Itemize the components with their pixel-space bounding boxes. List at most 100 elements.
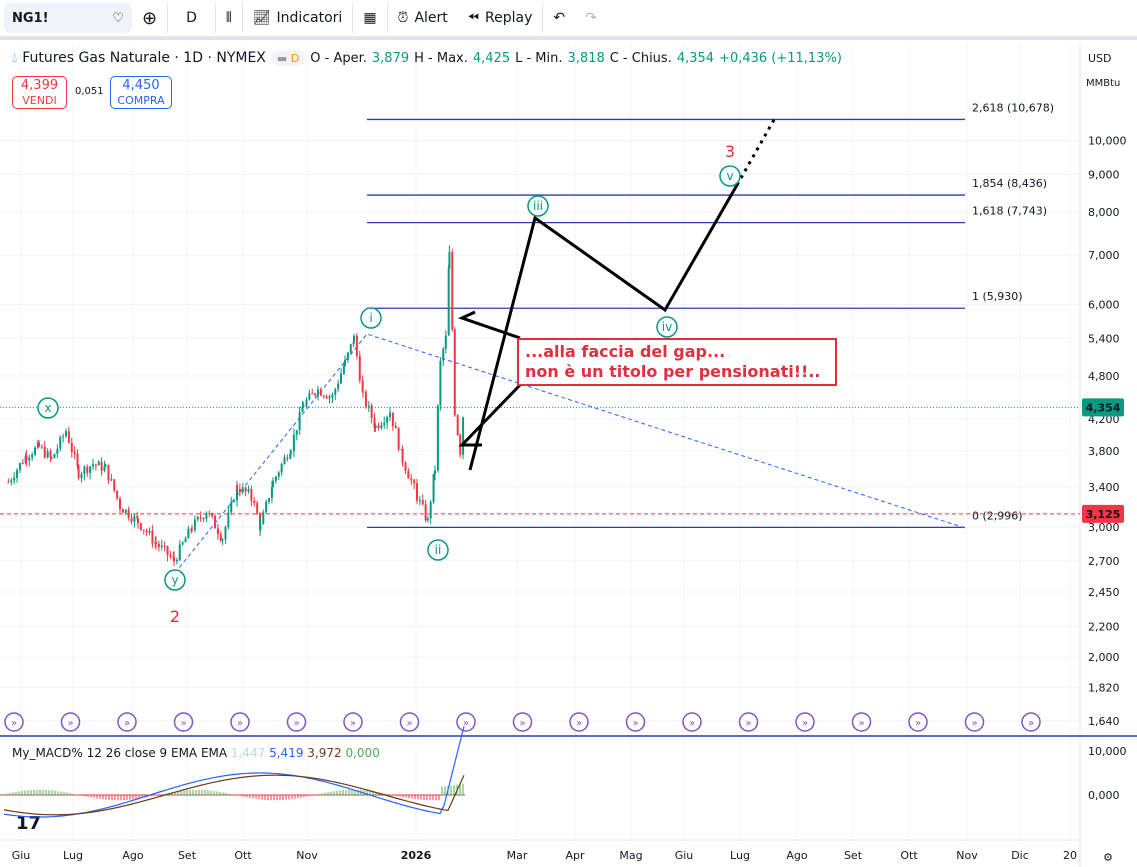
undo-button[interactable]: ↶: [543, 3, 575, 33]
time-tick: 2026: [401, 849, 432, 862]
price-axis-badge: [1082, 504, 1124, 523]
candle-body: [169, 555, 172, 557]
dividend-event-icon: [117, 712, 137, 732]
candle-body: [397, 428, 400, 450]
event-arrow-icon: »: [745, 718, 751, 729]
alert-button[interactable]: ⏰︎ Alert: [388, 3, 458, 33]
macd-line-value: 5,419: [269, 746, 304, 760]
event-arrow-icon: »: [350, 718, 356, 729]
candle-body: [224, 527, 227, 540]
event-arrow-icon: »: [689, 718, 695, 729]
candle-body: [268, 498, 271, 502]
candle-body: [208, 513, 211, 515]
candle-body: [442, 348, 445, 361]
replay-icon: ⏪︎: [467, 10, 479, 26]
event-arrow-icon: »: [802, 718, 808, 729]
candle-body: [370, 405, 373, 418]
redo-button[interactable]: ↷: [575, 3, 607, 33]
add-symbol-button[interactable]: ⊕: [132, 3, 169, 33]
price-axis-badge-text: 4,354: [1086, 401, 1121, 414]
candle-body: [40, 446, 43, 448]
symbol-title: Futures Gas Naturale · 1D · NYMEX: [22, 50, 266, 66]
candle-body: [103, 466, 106, 471]
dividend-event-icon: [569, 712, 589, 732]
candle-body: [250, 498, 253, 501]
alarm-icon: ⏰︎: [397, 10, 409, 26]
replay-button[interactable]: ⏪︎ Replay: [458, 3, 544, 33]
price-tick: 7,000: [1088, 249, 1120, 262]
candle-body: [444, 335, 447, 349]
legend-header: 💧︎ Futures Gas Naturale · 1D · NYMEX ▬ D…: [12, 50, 842, 66]
interval-text: D: [186, 10, 197, 26]
candle-body: [62, 436, 65, 438]
open-label: O - Aper.: [310, 50, 367, 66]
wave-label-iv: iv: [662, 320, 672, 334]
low-value: 3,818: [567, 50, 605, 66]
price-tick: 2,000: [1088, 651, 1120, 664]
candle-body: [302, 406, 305, 408]
indicators-button[interactable]: 📈︎ Indicatori: [243, 3, 354, 33]
currency-selector[interactable]: USD: [1088, 52, 1112, 65]
indicators-icon: 📈︎: [252, 10, 271, 26]
flag-icon: ♡: [112, 10, 124, 26]
candle-body: [358, 355, 361, 381]
candle-body: [355, 335, 358, 356]
candle-body: [451, 251, 454, 330]
buy-button[interactable]: 4,450 COMPRA: [110, 76, 172, 109]
candle-body: [344, 359, 346, 366]
price-tick: 5,400: [1088, 332, 1120, 345]
candle-body: [214, 515, 217, 529]
layouts-button[interactable]: ▦: [353, 3, 388, 33]
symbol-search[interactable]: NG1! ♡: [4, 3, 132, 33]
candle-body: [205, 513, 208, 515]
indicators-label: Indicatori: [276, 10, 343, 26]
candle-body: [236, 484, 238, 501]
time-tick: Lug: [730, 849, 750, 862]
fib-level-label: 0 (2,996): [972, 509, 1023, 522]
chart-type-button[interactable]: ⫴: [216, 3, 243, 33]
symbol-text: NG1!: [12, 10, 49, 26]
candle-body: [456, 415, 459, 435]
wave-label-circle: [164, 569, 186, 591]
top-toolbar: NG1! ♡ ⊕ D ⫴ 📈︎ Indicatori ▦ ⏰︎ Alert ⏪︎ Rep…: [0, 0, 1137, 40]
candle-body: [31, 454, 34, 458]
annotation-line-1: ...alla faccia del gap...: [525, 342, 726, 361]
price-chart[interactable]: 10,0009,0008,0007,0006,0005,4004,8004,20…: [0, 44, 1137, 867]
candle-body: [166, 546, 169, 556]
candle-body: [400, 448, 403, 450]
dividend-event-icon: [908, 712, 928, 732]
candle-body: [374, 425, 377, 428]
candle-body: [178, 544, 181, 561]
candle-body: [219, 534, 222, 541]
candle-body: [202, 518, 205, 520]
candle-body: [256, 503, 259, 515]
candle-body: [434, 470, 436, 475]
candle-body: [38, 442, 40, 447]
alert-label: Alert: [414, 10, 448, 26]
wave-label-3: 3: [725, 142, 735, 161]
candle-body: [342, 365, 345, 374]
unit-selector[interactable]: MMBtu: [1086, 78, 1121, 89]
price-axis-badge-text: 3,125: [1086, 508, 1121, 521]
candle-body: [421, 500, 424, 505]
wave-label-2: 2: [170, 607, 180, 626]
candle-body: [18, 463, 21, 470]
candle-body: [308, 393, 311, 400]
candle-body: [362, 391, 364, 393]
macd-hist-value: 1,447: [230, 746, 266, 760]
settings-icon: ⚙: [1103, 851, 1113, 864]
candle-body: [298, 411, 301, 431]
price-tick: 2,700: [1088, 555, 1120, 568]
interval-button[interactable]: D: [168, 3, 216, 33]
dividend-event-icon: [456, 712, 476, 732]
dividend-event-icon: [1021, 712, 1041, 732]
dividend-event-icon: [286, 712, 307, 732]
candle-body: [334, 389, 337, 395]
price-tick: 6,000: [1088, 298, 1120, 311]
candle-body: [377, 425, 380, 429]
sell-button[interactable]: 4,399 VENDI: [12, 76, 67, 109]
high-label: H - Max.: [414, 50, 468, 66]
candles-icon: ⫴: [225, 10, 232, 26]
candle-body: [130, 517, 133, 522]
price-tick: 10,000: [1088, 134, 1127, 147]
